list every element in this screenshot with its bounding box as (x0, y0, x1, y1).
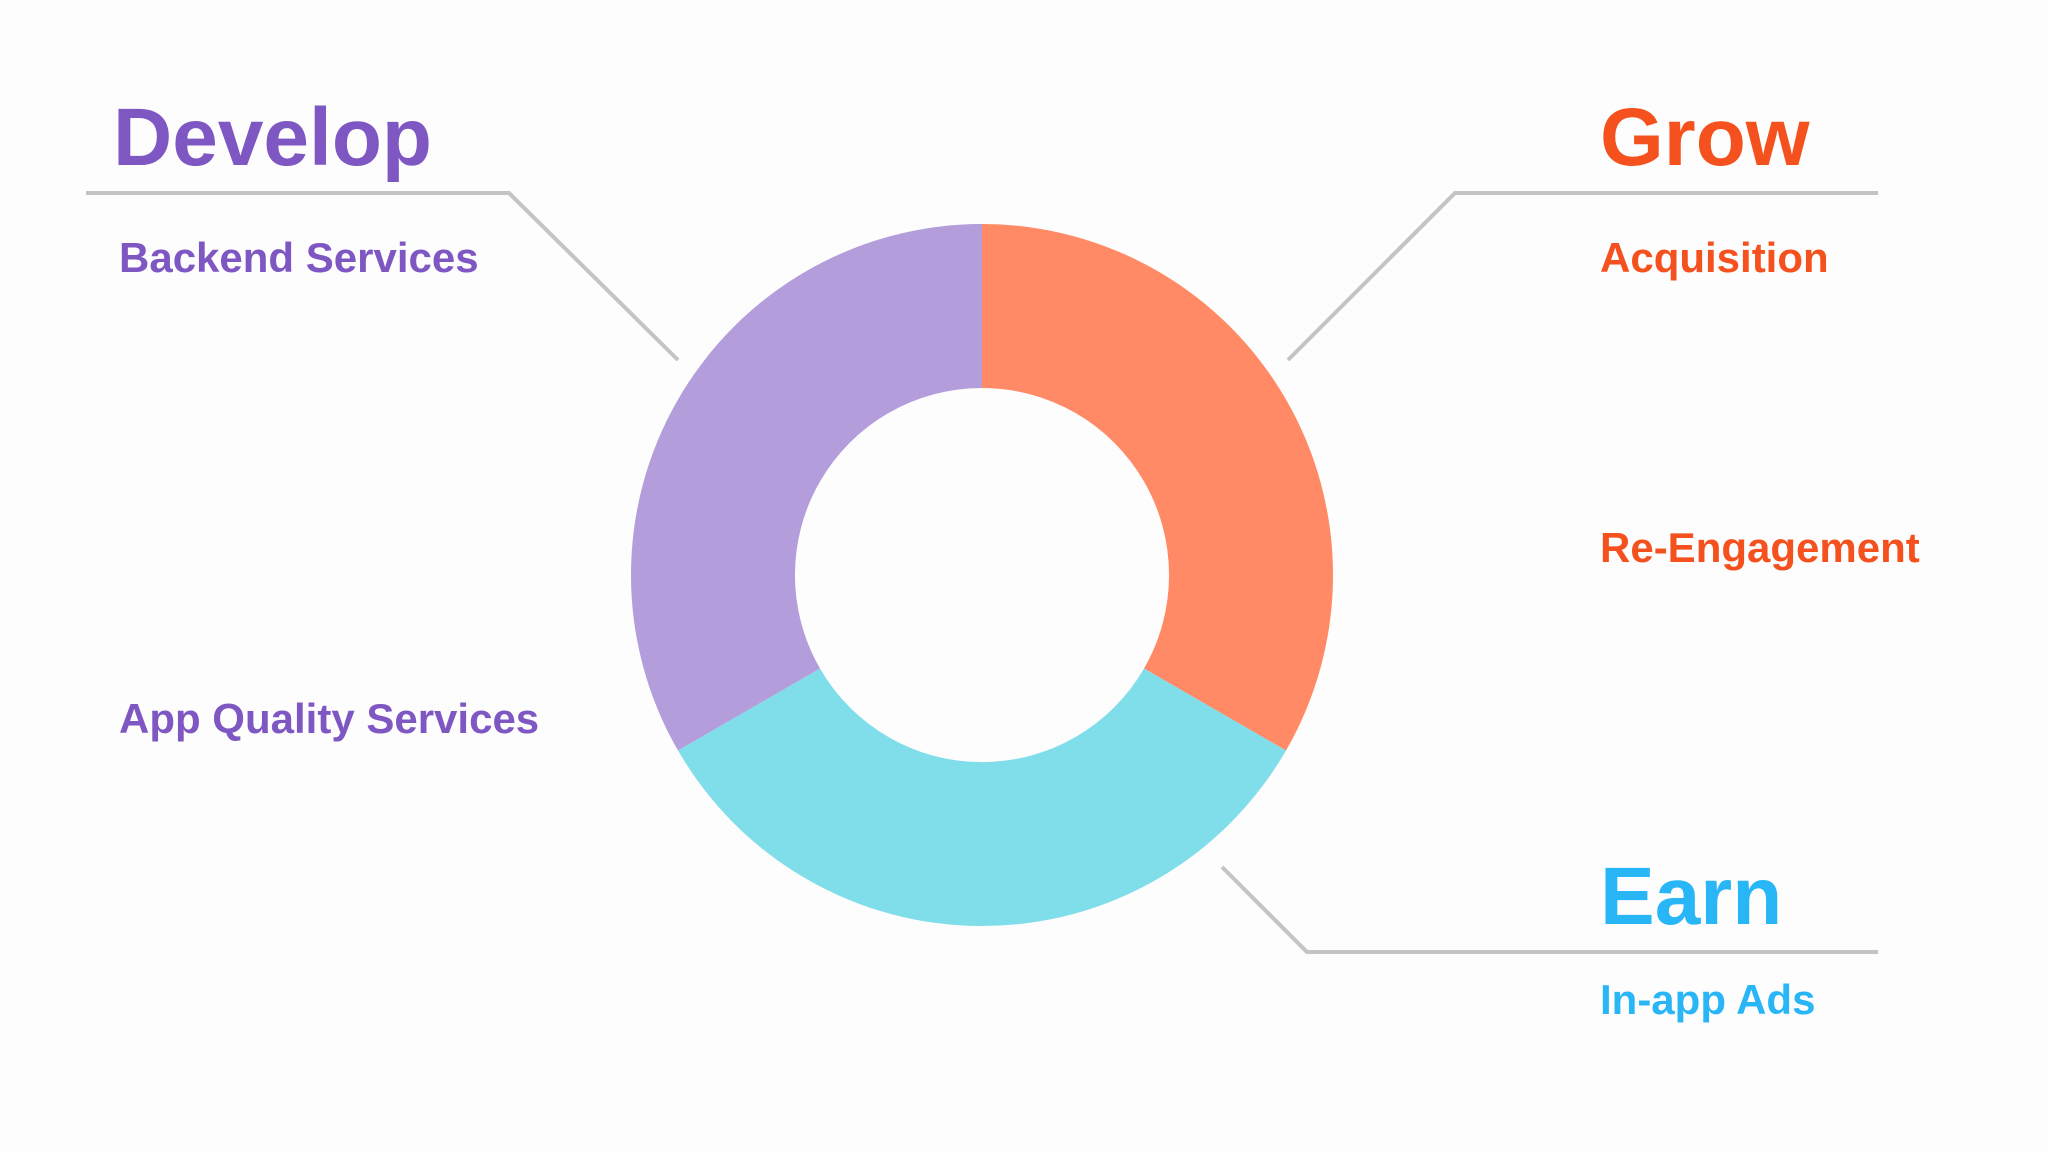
earn-item: In-app Ads (1600, 976, 1815, 1023)
develop-item: Backend Services (119, 234, 479, 281)
earn-leader (1220, 865, 1878, 954)
earn-title: Earn (1600, 851, 1782, 942)
grow-item: Acquisition (1600, 234, 1829, 281)
develop-leader (86, 191, 680, 362)
grow-title: Grow (1600, 92, 1810, 183)
earn-segment (678, 668, 1286, 927)
grow-leader (1286, 191, 1878, 362)
develop-title: Develop (113, 92, 432, 183)
develop-segment (630, 224, 982, 751)
grow-item: Re-Engagement (1600, 524, 1920, 571)
grow-segment (982, 224, 1334, 751)
develop-item: App Quality Services (119, 695, 539, 742)
